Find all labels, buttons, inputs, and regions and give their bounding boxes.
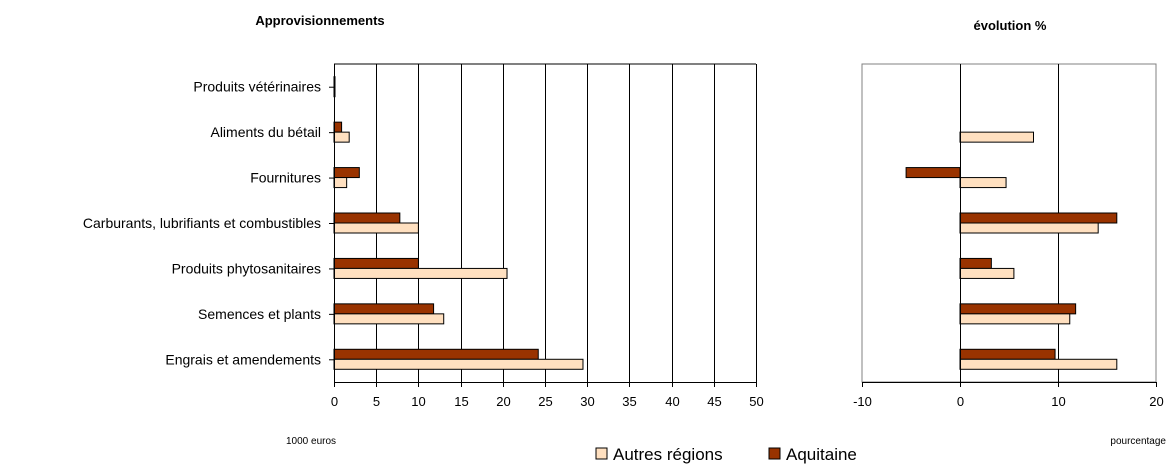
category-label-fournitures: Fournitures [250,170,321,186]
bar-aquitaine-carburants-lubrifiants-et-combustibles-evolution [959,212,1118,224]
x-axis-label-supplies: 1000 euros [286,436,336,447]
x-tick-label-supplies: 10 [411,394,425,409]
x-tick-label-supplies: 0 [331,394,338,409]
bar-aquitaine-produits-phytosanitaires-supplies [333,257,419,269]
legend-label-autres-regions: Autres régions [613,445,723,464]
bar-aquitaine-fournitures-evolution [905,167,961,179]
evolution-bar-chart: évolution % pourcentage -10 0 10 20 [853,18,1166,447]
bar-aquitaine-engrais-et-amendements-evolution [959,348,1056,360]
bar-autres-regions-produits-phytosanitaires-supplies [333,267,508,279]
x-tick-label-supplies: 15 [454,394,468,409]
x-tick-label-supplies: 25 [538,394,552,409]
bar-autres-regions-engrais-et-amendements-supplies [333,358,584,370]
chart-title-evolution: évolution % [974,18,1047,33]
x-tick-label-supplies: 35 [622,394,636,409]
chart-title-supplies: Approvisionnements [255,13,384,28]
category-label-produits-phytosanitaires: Produits phytosanitaires [172,260,321,276]
category-label-aliments-du-betail: Aliments du bétail [210,124,321,140]
bar-aquitaine-engrais-et-amendements-supplies [333,348,539,360]
legend-swatch-aquitaine [768,447,781,460]
category-label-engrais-et-amendements: Engrais et amendements [165,351,321,367]
bar-autres-regions-aliments-du-betail-evolution [959,131,1034,143]
x-tick-label-supplies: 5 [373,394,380,409]
bar-autres-regions-engrais-et-amendements-evolution [959,358,1118,370]
x-tick-label-supplies: 45 [707,394,721,409]
x-tick-label-evolution: 0 [957,394,964,409]
bar-autres-regions-carburants-lubrifiants-et-combustibles-supplies [333,222,419,234]
bar-autres-regions-semences-et-plants-evolution [959,313,1071,325]
supplies-bar-chart: Approvisionnements 1000 euros 0 5 10 15 20 25… [83,13,764,447]
legend-swatch-autres-regions [595,447,608,460]
category-label-produits-veterinaires: Produits vétérinaires [193,79,321,95]
x-tick-label-evolution: -10 [853,394,872,409]
bar-aquitaine-semences-et-plants-supplies [333,303,435,315]
x-axis-label-evolution: pourcentage [1110,436,1166,447]
bar-aquitaine-produits-phytosanitaires-evolution [959,257,992,269]
bar-aquitaine-fournitures-supplies [333,167,360,179]
x-tick-label-evolution: 20 [1149,394,1163,409]
x-tick-label-evolution: 10 [1051,394,1065,409]
bar-autres-regions-carburants-lubrifiants-et-combustibles-evolution [959,222,1099,234]
bar-autres-regions-aliments-du-betail-supplies [333,131,350,143]
bar-autres-regions-semences-et-plants-supplies [333,313,445,325]
category-label-carburants-lubrifiants-et-combustibles: Carburants, lubrifiants et combustibles [83,215,321,231]
category-label-semences-et-plants: Semences et plants [198,306,321,322]
x-tick-label-supplies: 50 [749,394,763,409]
bar-aquitaine-aliments-du-betail-supplies [333,121,343,133]
bar-aquitaine-carburants-lubrifiants-et-combustibles-supplies [333,212,401,224]
chart-legend: Autres régions Aquitaine [595,445,857,464]
bar-aquitaine-semences-et-plants-evolution [959,303,1077,315]
bar-autres-regions-fournitures-supplies [333,177,348,189]
x-tick-label-supplies: 40 [665,394,679,409]
x-tick-label-supplies: 20 [496,394,510,409]
x-tick-label-supplies: 30 [580,394,594,409]
bar-autres-regions-produits-phytosanitaires-evolution [959,267,1015,279]
legend-label-aquitaine: Aquitaine [786,445,857,464]
bar-autres-regions-fournitures-evolution [959,177,1007,189]
